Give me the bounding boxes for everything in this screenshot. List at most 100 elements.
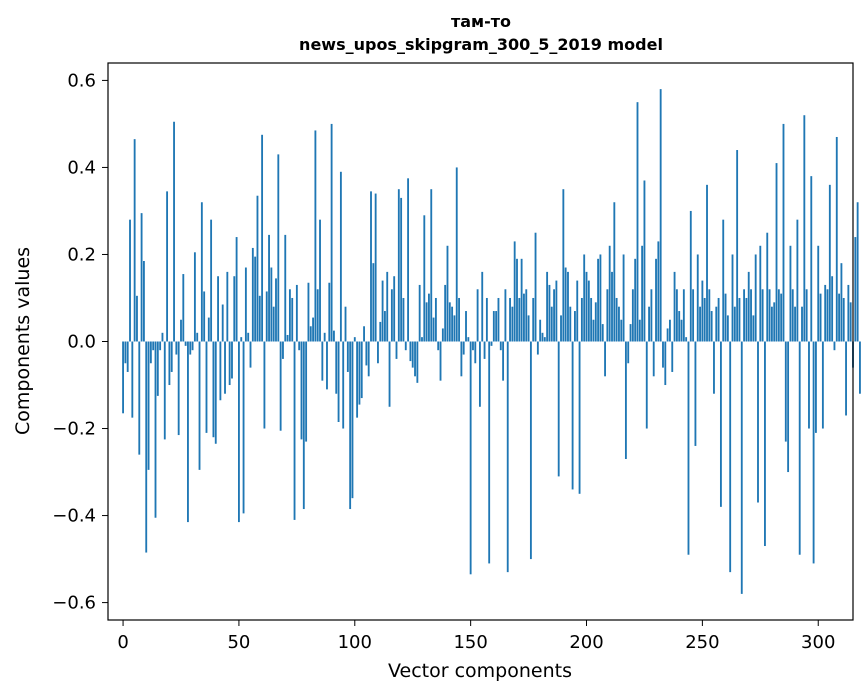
bar (390, 289, 393, 342)
bar (838, 293, 841, 342)
bar (550, 306, 553, 342)
bar (446, 245, 449, 342)
bar (235, 237, 238, 342)
bar (810, 176, 813, 342)
y-tick-label: −0.2 (52, 419, 96, 440)
bar (254, 256, 257, 342)
bar (224, 341, 226, 394)
bar (367, 341, 370, 377)
bar (546, 271, 549, 342)
bar (360, 341, 363, 399)
bar (312, 317, 314, 342)
bar (166, 191, 169, 342)
bar (228, 341, 231, 386)
bar (685, 337, 688, 342)
bar (736, 150, 739, 342)
bar (620, 319, 623, 342)
bar (611, 271, 613, 342)
bar (599, 254, 602, 342)
bar (729, 341, 732, 573)
bar (692, 289, 695, 342)
bar (657, 241, 660, 342)
bar (358, 341, 361, 405)
bar (706, 184, 708, 342)
bar (339, 171, 342, 342)
x-tick-label: 200 (569, 632, 603, 653)
bar (516, 258, 518, 342)
bar (221, 304, 224, 342)
bar (703, 297, 706, 342)
bar (757, 341, 759, 503)
bar (523, 293, 525, 342)
bar (629, 324, 632, 342)
bar (388, 341, 391, 407)
bar (124, 341, 127, 364)
bar (567, 271, 569, 342)
bar (295, 284, 298, 342)
bar (754, 254, 757, 342)
bar (687, 341, 690, 555)
bar (805, 289, 808, 342)
bar (421, 337, 423, 342)
bar (726, 315, 729, 342)
bar (451, 306, 454, 342)
bar (666, 328, 669, 342)
bar (472, 341, 474, 351)
bar (733, 306, 736, 342)
bar (279, 341, 282, 431)
bar (509, 297, 511, 342)
bar (826, 289, 829, 342)
bar (258, 295, 261, 342)
bar (485, 297, 488, 342)
bar (437, 341, 440, 351)
bar (217, 276, 219, 342)
bar (363, 326, 365, 342)
bar (409, 341, 412, 362)
bar (441, 328, 444, 342)
bar (859, 341, 861, 394)
bar (402, 297, 405, 342)
bar (268, 234, 270, 342)
y-tick-label: −0.4 (52, 506, 96, 527)
bar (495, 311, 498, 342)
bar (773, 302, 776, 342)
bar (590, 297, 593, 342)
bar (571, 341, 574, 490)
bar (638, 319, 641, 342)
bar (634, 258, 637, 342)
bar (244, 267, 247, 342)
bar (506, 341, 509, 573)
bar (240, 337, 243, 342)
bar (326, 341, 328, 390)
bar (534, 232, 537, 342)
bar (777, 289, 780, 342)
x-axis-label: Vector components (388, 660, 572, 682)
x-axis-ticks: 0 50 100 150 200 250 300 (117, 620, 835, 653)
bar (439, 341, 442, 381)
bar (745, 297, 748, 342)
bar (764, 341, 766, 547)
bar (351, 341, 354, 499)
bar (383, 311, 386, 342)
bar (207, 317, 210, 342)
bar (529, 341, 532, 560)
bar (321, 341, 324, 381)
bar (789, 245, 792, 342)
bar (502, 341, 505, 381)
bar (608, 245, 611, 342)
bar (476, 289, 479, 342)
bar (499, 341, 502, 351)
bar (481, 271, 484, 342)
bar (833, 341, 836, 351)
bar (740, 341, 743, 594)
bar (251, 247, 254, 342)
bar (680, 319, 683, 342)
x-tick-label: 100 (338, 632, 372, 653)
bar (191, 341, 194, 351)
bar (808, 341, 810, 429)
bar (335, 341, 338, 394)
bar (731, 254, 734, 342)
bar (238, 341, 240, 523)
bar (231, 341, 233, 379)
x-tick-label: 150 (453, 632, 487, 653)
